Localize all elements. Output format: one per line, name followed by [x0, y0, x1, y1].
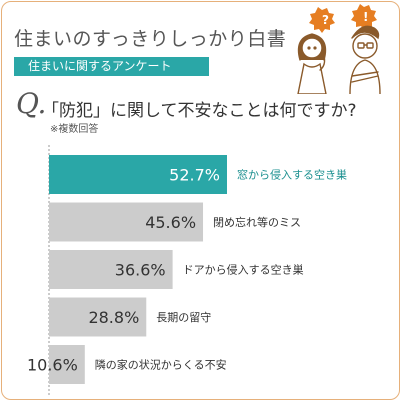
bar-value-label: 45.6% [145, 213, 196, 232]
woman-figure [297, 33, 327, 94]
bar-chart: 52.7% 窓から侵入する空き巣 45.6% 閉め忘れ等のミス 36.6% ドアから侵入す… [27, 145, 347, 397]
bar-4 [49, 297, 147, 337]
bar-2 [49, 202, 204, 242]
series-title: 住まいのすっきりしっかり白書 [14, 28, 287, 50]
category-label: 閉め忘れ等のミス [213, 215, 301, 229]
category-label: ドアから侵入する空き巣 [183, 263, 304, 277]
bars-group: 52.7% 窓から侵入する空き巣 45.6% 閉め忘れ等のミス 36.6% ドアから侵入す… [27, 155, 347, 384]
bar-value-label: 52.7% [169, 166, 220, 185]
category-label: 窓から侵入する空き巣 [237, 168, 347, 182]
category-label: 長期の留守 [156, 310, 211, 324]
speech-bubble-icon: ? [309, 7, 335, 33]
svg-text:?: ? [322, 13, 329, 27]
speech-bubble-icon: ! [351, 4, 377, 30]
survey-subtitle: 住まいに関するアンケート [14, 57, 209, 76]
question-text: 「防犯」に関して不安なことは何ですか? [42, 101, 357, 121]
question-mark: Q. [16, 87, 47, 120]
multiple-answer-note: ※複数回答 [50, 124, 99, 135]
bar-value-label: 10.6% [27, 356, 78, 375]
svg-text:!: ! [363, 10, 368, 24]
thinking-couple-illustration: ? ! [297, 4, 381, 94]
category-label: 隣の家の状況からくる不安 [95, 358, 227, 372]
bar-1 [49, 155, 227, 194]
bar-5 [49, 345, 85, 384]
bar-value-label: 36.6% [115, 261, 166, 280]
man-figure [349, 25, 381, 94]
bar-value-label: 28.8% [88, 308, 139, 327]
bar-3 [49, 250, 173, 289]
